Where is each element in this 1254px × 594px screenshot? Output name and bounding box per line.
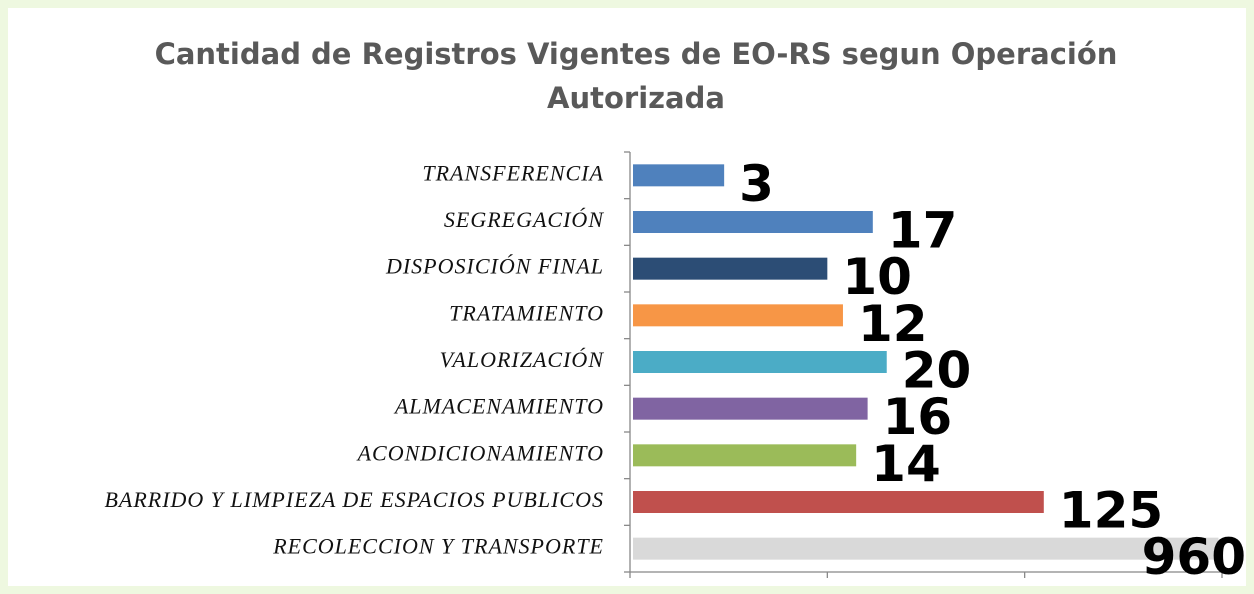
value-label: 125 <box>1059 482 1163 540</box>
value-label: 10 <box>842 248 912 306</box>
value-label: 12 <box>858 295 928 353</box>
value-label: 14 <box>871 435 941 493</box>
bar <box>633 537 1219 560</box>
bar <box>633 257 828 280</box>
value-label: 960 <box>1142 528 1246 586</box>
bar <box>633 164 725 187</box>
bar <box>633 351 887 373</box>
value-label: 16 <box>883 388 953 446</box>
category-label: BARRIDO Y LIMPIEZA DE ESPACIOS PUBLICOS <box>104 487 604 512</box>
bar <box>633 397 868 420</box>
category-label: DISPOSICIÓN FINAL <box>385 254 604 279</box>
category-label: VALORIZACIÓN <box>440 347 605 372</box>
chart-title: Cantidad de Registros Vigentes de EO-RS … <box>155 37 1118 115</box>
value-label: 20 <box>902 342 972 400</box>
category-label: TRATAMIENTO <box>449 300 604 325</box>
bar <box>633 491 1044 513</box>
category-label: ALMACENAMIENTO <box>393 394 604 419</box>
category-label: TRANSFERENCIA <box>422 160 604 185</box>
category-label: SEGREGACIÓN <box>444 207 604 232</box>
bar <box>633 211 873 233</box>
value-label: 17 <box>888 202 958 260</box>
bar <box>633 304 843 327</box>
category-label: ACONDICIONAMIENTO <box>356 440 604 465</box>
bar <box>633 444 857 467</box>
value-label: 3 <box>739 155 774 213</box>
category-label: RECOLECCION Y TRANSPORTE <box>272 534 604 559</box>
chart-area <box>8 8 1246 586</box>
